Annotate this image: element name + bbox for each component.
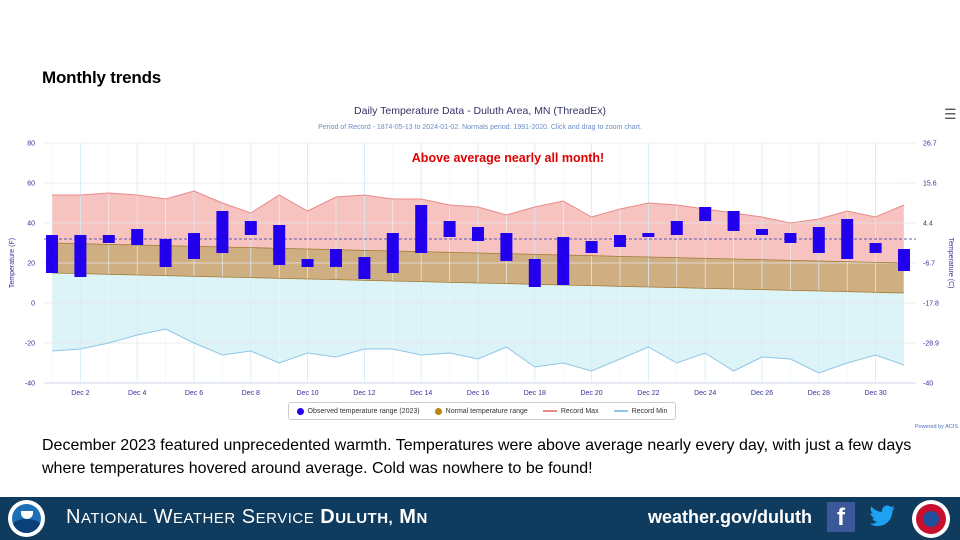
observed-bar (784, 233, 797, 243)
observed-bar (273, 225, 286, 265)
legend-item-record-min[interactable]: Record Min (613, 407, 668, 415)
observed-bar (500, 233, 513, 261)
observed-bar (472, 227, 484, 241)
x-tick-label: Dec 30 (865, 390, 887, 397)
record-min-line (51, 328, 905, 374)
observed-bar (727, 211, 740, 231)
observed-bar (74, 235, 87, 277)
observed-bar (301, 259, 314, 267)
observed-bar (841, 219, 854, 259)
legend-swatch-record-min (613, 410, 628, 412)
x-tick-label: Dec 10 (297, 390, 319, 397)
y2-axis-title: Temperature (C) (947, 238, 954, 289)
observed-bar (358, 257, 371, 279)
observed-bar (244, 221, 257, 235)
x-tick-label: Dec 18 (524, 390, 546, 397)
observed-bar (756, 229, 768, 235)
x-tick-label: Dec 22 (637, 390, 659, 397)
y2-tick-label: -28.9 (923, 341, 939, 348)
x-tick-label: Dec 8 (242, 390, 260, 397)
legend-item-record-max[interactable]: Record Max (542, 407, 599, 415)
x-tick-label: Dec 16 (467, 390, 489, 397)
y-tick-label: -40 (25, 381, 35, 388)
observed-bar (188, 233, 200, 259)
footer-org-name: NATIONAL WEATHER SERVICE (66, 506, 315, 528)
legend-swatch-record-max (542, 410, 557, 412)
x-tick-label: Dec 28 (808, 390, 830, 397)
x-tick-label: Dec 12 (353, 390, 375, 397)
observed-bar (415, 205, 428, 253)
observed-bar (386, 233, 399, 273)
chart-title: Daily Temperature Data - Duluth Area, MN… (354, 105, 606, 117)
y2-tick-label: 4.4 (923, 221, 933, 228)
observed-bar (557, 237, 570, 285)
observed-bar (642, 233, 655, 237)
x-tick-label: Dec 24 (694, 390, 716, 397)
observed-bar (670, 221, 683, 235)
footer-bar: NATIONAL WEATHER SERVICE DULUTH, MN weat… (0, 497, 960, 540)
y-tick-label: 0 (31, 301, 35, 308)
normal-low-line (51, 272, 905, 294)
twitter-icon[interactable] (865, 502, 897, 532)
legend-label-record-min: Record Min (631, 407, 668, 415)
x-tick-label: Dec 14 (410, 390, 432, 397)
observed-bar (216, 211, 229, 253)
legend-swatch-observed (296, 407, 304, 415)
record-max-line (52, 190, 905, 224)
legend-item-observed[interactable]: Observed temperature range (2023) (296, 407, 420, 415)
legend-label-normal: Normal temperature range (445, 407, 528, 415)
y2-tick-label: 26.7 (923, 141, 937, 148)
hamburger-menu-icon[interactable]: ☰ (944, 106, 957, 122)
y2-tick-label: 15.6 (923, 181, 937, 188)
y2-tick-label: -40 (923, 381, 933, 388)
observed-bar (131, 229, 144, 245)
y2-tick-label: -17.8 (923, 301, 939, 308)
slide-body-text: December 2023 featured unprecedented war… (42, 437, 912, 477)
y-tick-label: 20 (27, 261, 35, 268)
observed-bar (812, 227, 825, 253)
temperature-chart[interactable]: -40 -20 0 20 40 60 80 -40 -28.9 -17.8 -6.7 4.4 15.6 2… (0, 135, 960, 400)
y-tick-label: 80 (27, 141, 35, 148)
chart-legend: Observed temperature range (2023) Normal… (288, 402, 676, 420)
y-axis-title: Temperature (F) (9, 238, 16, 288)
observed-bar (699, 207, 712, 221)
legend-item-normal[interactable]: Normal temperature range (434, 407, 528, 415)
y-tick-label: 60 (27, 181, 35, 188)
observed-bar (443, 221, 456, 237)
legend-swatch-normal (434, 407, 442, 415)
observed-bar (614, 235, 626, 247)
slide-heading: Monthly trends (42, 68, 162, 87)
legend-label-observed: Observed temperature range (2023) (307, 407, 420, 415)
y2-tick-label: -6.7 (923, 261, 935, 268)
observed-bar (898, 249, 910, 271)
facebook-icon[interactable]: f (827, 502, 855, 532)
nws-logo (912, 500, 950, 538)
chart-annotation: Above average nearly all month! (412, 151, 604, 165)
observed-bar (159, 239, 172, 267)
x-tick-label: Dec 4 (128, 390, 146, 397)
observed-bar (528, 259, 541, 287)
footer-org-title: NATIONAL WEATHER SERVICE DULUTH, MN (66, 506, 428, 529)
observed-bar (585, 241, 598, 253)
x-tick-label: Dec 6 (185, 390, 203, 397)
x-tick-label: Dec 20 (581, 390, 603, 397)
chart-credits[interactable]: Powered by ACIS (914, 424, 958, 430)
legend-label-record-max: Record Max (560, 407, 599, 415)
footer-org-place: DULUTH, MN (320, 506, 428, 528)
x-tick-label: Dec 26 (751, 390, 773, 397)
noaa-logo (8, 500, 45, 537)
y-tick-label: 40 (27, 221, 35, 228)
chart-subtitle: Period of Record - 1874-05-13 to 2024-01… (318, 124, 642, 131)
observed-bar (869, 243, 882, 253)
observed-bar (46, 235, 58, 273)
y-tick-label: -20 (25, 341, 35, 348)
website-link[interactable]: weather.gov/duluth (648, 507, 813, 527)
observed-bar (330, 249, 342, 267)
observed-bar (102, 235, 115, 243)
x-tick-label: Dec 2 (71, 390, 89, 397)
